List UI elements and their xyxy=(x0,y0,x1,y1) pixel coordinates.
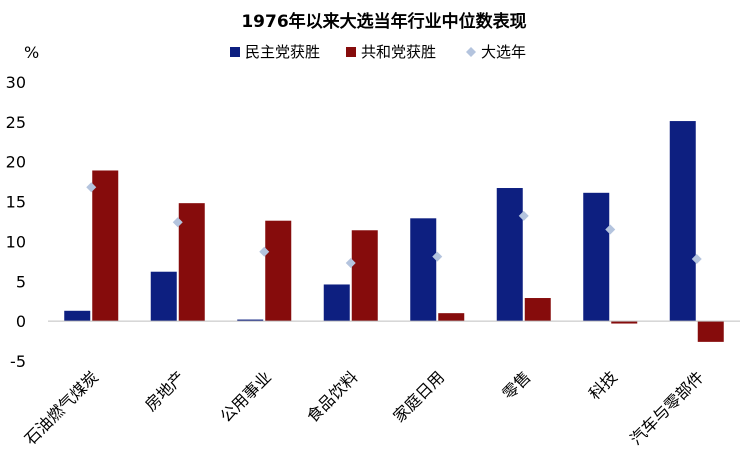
marker-election-year xyxy=(172,217,183,228)
y-tick-label: 20 xyxy=(6,153,26,172)
chart-title: 1976年以来大选当年行业中位数表现 xyxy=(241,11,526,32)
x-tick-label: 公用事业 xyxy=(216,367,275,426)
bar-democrat xyxy=(150,271,177,322)
marker-election-year xyxy=(518,210,529,221)
y-tick-label: 30 xyxy=(6,73,26,92)
legend-swatch xyxy=(346,47,356,57)
legend-label: 大选年 xyxy=(481,43,526,61)
x-axis: 石油燃气煤炭 房地产 公用事业 食品饮料 家庭日用 零售 科技 汽车与零部件 xyxy=(21,367,708,448)
y-tick-label: -5 xyxy=(10,352,26,371)
bar-democrat xyxy=(64,310,91,322)
marker-election-year xyxy=(691,253,702,264)
marker-election-year xyxy=(432,251,443,262)
y-tick-label: 5 xyxy=(16,272,26,291)
x-tick-label: 食品饮料 xyxy=(303,367,362,426)
y-axis-unit-label: % xyxy=(24,43,39,62)
bar-republican xyxy=(265,220,292,322)
bar-republican xyxy=(697,321,724,342)
y-axis: -5 0 5 10 15 20 25 30 xyxy=(6,73,26,371)
marker-election-year xyxy=(605,224,616,235)
bar-democrat xyxy=(583,192,610,322)
bar-republican xyxy=(524,298,551,322)
x-tick-label: 家庭日用 xyxy=(389,367,448,426)
x-tick-label: 零售 xyxy=(499,367,535,403)
bar-democrat xyxy=(669,121,696,322)
marker-election-year xyxy=(86,182,97,193)
bars xyxy=(64,121,724,342)
y-tick-label: 10 xyxy=(6,232,26,251)
x-tick-label: 房地产 xyxy=(141,367,188,414)
legend-label: 共和党获胜 xyxy=(361,43,436,61)
marker-election-year xyxy=(259,246,270,257)
bar-republican xyxy=(178,203,205,322)
y-tick-label: 15 xyxy=(6,193,26,212)
x-tick-label: 汽车与零部件 xyxy=(626,367,707,448)
markers xyxy=(86,182,702,268)
legend-label: 民主党获胜 xyxy=(245,43,320,61)
bar-republican xyxy=(92,170,119,322)
legend-swatch xyxy=(230,47,240,57)
bar-democrat xyxy=(496,188,523,322)
bar-republican xyxy=(611,321,638,324)
y-tick-label: 0 xyxy=(16,312,26,331)
legend-swatch xyxy=(466,47,476,57)
x-tick-label: 科技 xyxy=(585,367,621,403)
legend: 民主党获胜 共和党获胜 大选年 xyxy=(230,43,526,61)
bar-democrat xyxy=(323,284,350,322)
y-tick-label: 25 xyxy=(6,113,26,132)
x-tick-label: 石油燃气煤炭 xyxy=(21,367,102,448)
bar-democrat xyxy=(410,218,437,322)
bar-republican xyxy=(351,230,378,322)
bar-republican xyxy=(438,313,465,322)
marker-election-year xyxy=(345,257,356,268)
bar-democrat xyxy=(237,319,264,322)
